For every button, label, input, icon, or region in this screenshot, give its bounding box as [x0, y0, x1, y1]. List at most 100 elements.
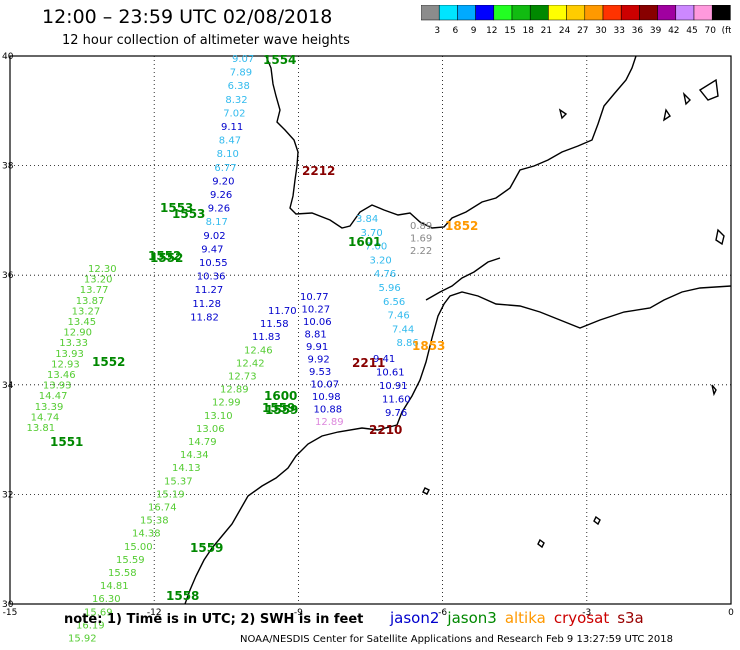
- wave-height-value: 13.10: [204, 411, 233, 422]
- pass-time-label: 1559: [190, 541, 223, 555]
- wave-height-value: 8.86: [397, 338, 419, 349]
- colorbar-tick-label: 6: [453, 26, 459, 36]
- wave-height-value: 12.89: [220, 385, 249, 396]
- wave-height-value: 7.44: [392, 324, 414, 335]
- colorbar-tick-label: 21: [541, 26, 552, 36]
- wave-height-value: 14.13: [172, 463, 201, 474]
- colorbar-tick-label: 70: [704, 26, 716, 36]
- wave-height-value: 15.58: [108, 568, 137, 579]
- legend-jason2: jason2: [390, 609, 440, 627]
- wave-height-value: 12.99: [212, 398, 241, 409]
- wave-height-value: 11.70: [268, 306, 297, 317]
- wave-height-value: 10.06: [303, 317, 332, 328]
- pass-time-label: 1559: [265, 403, 298, 417]
- wave-height-value: 12.42: [236, 358, 265, 369]
- pass-time-label: 1558: [166, 589, 199, 603]
- wave-height-value: 14.47: [39, 391, 68, 402]
- wave-height-value: 3.84: [356, 214, 378, 225]
- lon-tick-label: -15: [3, 608, 18, 618]
- pass-time-label: 1552: [148, 249, 181, 263]
- wave-height-value: 12.89: [315, 417, 344, 428]
- wave-height-value: 5.96: [379, 283, 401, 294]
- pass-time-label: 1852: [445, 219, 478, 233]
- wave-height-value: 16.30: [92, 594, 121, 605]
- colorbar-tick-label: 45: [686, 26, 697, 36]
- wave-height-value: 13.77: [80, 285, 109, 296]
- wave-height-value: 2.22: [410, 246, 432, 257]
- satellite-legend: jason2 jason3 altika cryosat s3a: [390, 609, 652, 627]
- colorbar-swatch: [711, 5, 731, 21]
- wave-height-value: 12.73: [228, 372, 257, 383]
- wave-height-value: 13.93: [43, 381, 72, 392]
- wave-height-value: 11.83: [252, 332, 281, 343]
- wave-height-value: 11.58: [260, 319, 289, 330]
- wave-height-value: 7.89: [230, 68, 252, 79]
- wave-height-value: 9.11: [221, 122, 243, 133]
- pass-time-label: 1600: [264, 389, 297, 403]
- wave-height-value: 15.69: [84, 607, 113, 618]
- wave-height-value: 12.93: [51, 359, 80, 370]
- colorbar-tick-label: (ft): [722, 26, 731, 36]
- wave-height-labels: 9.07 7.89 6.38 8.32 7.02 9.11 8.47 8.10 6.77 9.20…: [27, 54, 433, 645]
- wave-height-value: 8.32: [225, 95, 247, 106]
- wave-height-value: 13.87: [76, 296, 105, 307]
- colorbar-tick-label: 39: [650, 26, 662, 36]
- pass-time-label: 1853: [412, 339, 445, 353]
- wave-height-value: 10.88: [314, 405, 343, 416]
- wave-height-value: 10.36: [197, 272, 226, 283]
- map-frame: [9, 55, 732, 605]
- colorbar-tick-label: 30: [595, 26, 607, 36]
- wave-height-value: 0.89: [410, 221, 432, 232]
- legend-jason3: jason3: [447, 609, 497, 627]
- wave-height-value: 9.26: [208, 204, 230, 215]
- wave-height-value: 15.59: [116, 555, 145, 566]
- wave-height-value: 14.79: [188, 437, 217, 448]
- wave-height-value: 8.47: [219, 136, 241, 147]
- wave-height-value: 14.74: [31, 412, 60, 423]
- wave-height-value: 11.27: [195, 285, 224, 296]
- colorbar-tick-label: 3: [434, 26, 440, 36]
- lon-tick-label: 0: [728, 608, 734, 618]
- pass-time-label: 2212: [302, 164, 335, 178]
- wave-height-value: 10.61: [376, 368, 405, 379]
- pass-time-label: 1559: [262, 401, 295, 415]
- lon-tick-label: -6: [438, 608, 447, 618]
- wave-height-value: 13.27: [72, 306, 101, 317]
- wave-height-value: 13.06: [196, 424, 225, 435]
- wave-height-value: 14.34: [180, 450, 209, 461]
- wave-height-value: 11.82: [190, 312, 219, 323]
- wave-height-value: 13.33: [59, 338, 88, 349]
- wave-height-value: 12.90: [63, 328, 92, 339]
- colorbar-tick-label: 27: [577, 26, 588, 36]
- wave-height-value: 8.10: [217, 149, 239, 160]
- wave-height-value: 9.26: [210, 190, 232, 201]
- wave-height-value: 8.81: [305, 330, 327, 341]
- wave-height-value: 13.20: [84, 275, 113, 286]
- lat-tick-label: 36: [2, 271, 14, 281]
- wave-height-value: 13.93: [55, 349, 84, 360]
- pass-time-label: 1551: [50, 435, 83, 449]
- wave-height-value: 10.98: [312, 392, 341, 403]
- wave-height-value: 3.20: [370, 255, 392, 266]
- wave-height-value: 10.27: [302, 305, 331, 316]
- wave-height-value: 11.60: [382, 395, 411, 406]
- colorbar-tick-label: 24: [559, 26, 571, 36]
- colorbar-tick-label: 12: [486, 26, 497, 36]
- pass-time-label: 1554: [263, 53, 296, 67]
- wave-height-value: 6.56: [383, 297, 405, 308]
- wave-height-value: 6.77: [214, 163, 236, 174]
- wave-height-value: 6.38: [228, 81, 250, 92]
- pass-time-label: 2210: [369, 423, 402, 437]
- wave-height-value: 11.28: [192, 299, 221, 310]
- lat-tick-label: 34: [2, 381, 14, 391]
- wave-height-value: 9.53: [309, 367, 331, 378]
- wave-height-value: 15.00: [124, 542, 153, 553]
- wave-height-value: 14.81: [100, 581, 129, 592]
- colorbar-tick-label: 33: [613, 26, 624, 36]
- legend-s3a: s3a: [617, 609, 644, 627]
- wave-height-value: 7.00: [365, 242, 387, 253]
- wave-height-value: 10.91: [379, 381, 408, 392]
